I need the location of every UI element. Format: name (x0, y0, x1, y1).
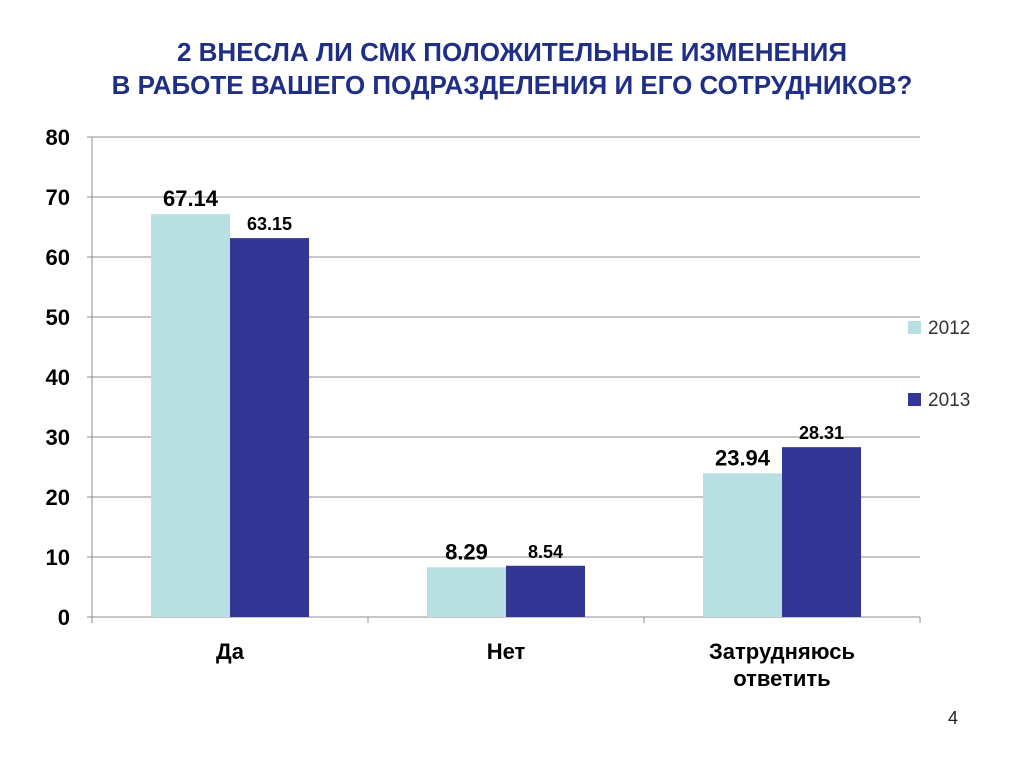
x-tick-label: ответить (733, 666, 830, 691)
y-tick-label: 70 (46, 185, 70, 210)
x-tick-label: Затрудняюсь (709, 639, 855, 664)
y-tick-label: 0 (58, 605, 70, 630)
data-label: 8.54 (528, 542, 563, 562)
slide-title-line-2: В РАБОТЕ ВАШЕГО ПОДРАЗДЕЛЕНИЯ И ЕГО СОТР… (111, 70, 913, 100)
data-label: 67.14 (163, 186, 219, 211)
legend-label: 2012 (928, 318, 970, 339)
data-label: 63.15 (247, 214, 292, 234)
x-tick-label: Нет (487, 639, 526, 664)
y-tick-label: 10 (46, 545, 70, 570)
bar (703, 473, 782, 617)
y-tick-label: 40 (46, 365, 70, 390)
slide-title: 2 ВНЕСЛА ЛИ СМК ПОЛОЖИТЕЛЬНЫЕ ИЗМЕНЕНИЯ … (0, 36, 1024, 102)
legend-swatch (908, 321, 921, 334)
y-tick-label: 60 (46, 245, 70, 270)
slide-title-line-1: 2 ВНЕСЛА ЛИ СМК ПОЛОЖИТЕЛЬНЫЕ ИЗМЕНЕНИЯ (176, 37, 848, 67)
y-tick-label: 20 (46, 485, 70, 510)
data-label: 23.94 (715, 445, 771, 470)
slide-number: 4 (948, 708, 959, 728)
y-tick-label: 80 (46, 125, 70, 150)
legend-swatch (908, 393, 921, 406)
bar (782, 447, 861, 617)
legend-label: 2013 (928, 390, 970, 411)
data-label: 28.31 (799, 423, 844, 443)
bar (230, 238, 309, 617)
bar (151, 214, 230, 617)
y-tick-label: 30 (46, 425, 70, 450)
x-tick-label: Да (216, 639, 245, 664)
data-label: 8.29 (445, 539, 488, 564)
y-tick-label: 50 (46, 305, 70, 330)
bar (506, 565, 585, 617)
bar (427, 567, 506, 617)
